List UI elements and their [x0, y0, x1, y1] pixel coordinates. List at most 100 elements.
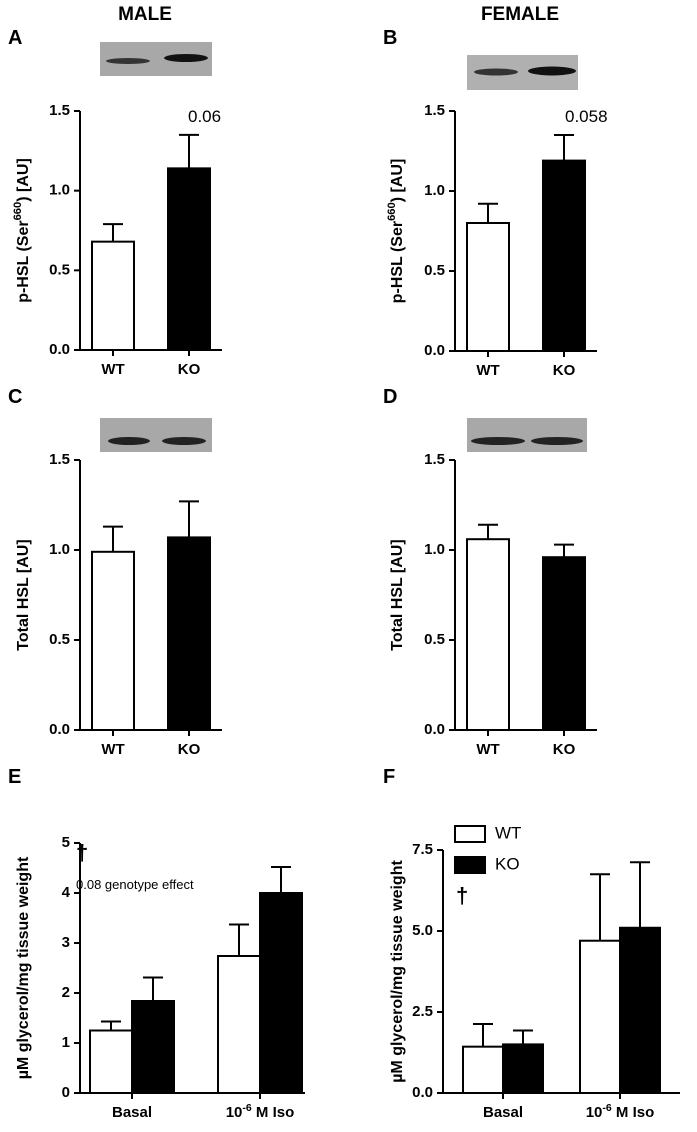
legend-swatch: [454, 856, 486, 874]
bar: [462, 1045, 504, 1094]
x-tick-label: KO: [553, 741, 576, 758]
bar: [466, 538, 510, 732]
y-tick-label: 1.5: [49, 102, 70, 119]
y-tick-label: 1.5: [424, 102, 445, 119]
y-axis-label: Total HSL [AU]: [389, 539, 406, 650]
y-axis-label-part: 660: [12, 202, 24, 221]
annotation: †: [456, 883, 468, 908]
bar: [91, 240, 135, 351]
x-tick-label: WT: [101, 741, 124, 758]
y-tick-label: 2.5: [412, 1003, 433, 1020]
y-tick-label: 1: [62, 1034, 70, 1051]
western-blot: [467, 55, 578, 90]
panel-letter: D: [383, 386, 397, 408]
bar: [167, 536, 211, 732]
bar: [89, 1029, 133, 1094]
bar: [91, 550, 135, 731]
bar: [259, 892, 303, 1094]
x-tick-label: KO: [178, 741, 201, 758]
y-axis-label: Total HSL [AU]: [15, 539, 32, 650]
y-tick-label: 3: [62, 934, 70, 951]
y-tick-label: 0.0: [49, 721, 70, 738]
y-tick-label: 0.5: [424, 262, 445, 279]
x-tick-label-part: Basal: [483, 1104, 523, 1121]
annotation: 0.06: [188, 107, 221, 126]
y-axis-label-part: p-HSL (Ser: [389, 221, 406, 303]
bar: [167, 167, 211, 351]
panel-letter: F: [383, 766, 395, 788]
bar: [542, 159, 586, 352]
x-tick-label-part: M Iso: [252, 1104, 295, 1121]
x-tick-label: 10-6 M Iso: [226, 1102, 295, 1121]
y-axis-label-part: Total HSL [AU]: [389, 539, 406, 650]
bar: [619, 926, 661, 1095]
y-axis-label: µM glycerol/mg tissue weight: [389, 860, 406, 1083]
panel-letter: E: [8, 766, 21, 788]
x-tick-label: Basal: [483, 1104, 523, 1121]
x-tick-label: WT: [476, 741, 499, 758]
y-tick-label: 0.5: [424, 631, 445, 648]
y-tick-label: 0.0: [424, 342, 445, 359]
column-title: MALE: [118, 4, 172, 25]
y-tick-label: 0.5: [49, 261, 70, 278]
legend-label: KO: [495, 854, 520, 873]
western-blot: [467, 418, 587, 452]
western-blot: [100, 42, 212, 76]
panel-letter: B: [383, 27, 397, 49]
y-tick-label: 1.0: [424, 182, 445, 199]
x-tick-label: WT: [101, 361, 124, 378]
y-tick-label: 1.0: [49, 182, 70, 199]
legend-swatch: [454, 825, 486, 843]
x-tick-label: Basal: [112, 1104, 152, 1121]
y-tick-label: 2: [62, 984, 70, 1001]
x-tick-label-part: M Iso: [612, 1104, 655, 1121]
x-tick-label: KO: [178, 361, 201, 378]
y-axis-label-part: Total HSL [AU]: [15, 539, 32, 650]
bar: [579, 939, 621, 1094]
y-tick-label: 0: [62, 1084, 70, 1101]
bar: [131, 1000, 175, 1094]
y-tick-label: 1.0: [424, 541, 445, 558]
x-tick-label-part: -6: [242, 1102, 251, 1114]
y-axis-label-part: ) [AU]: [389, 159, 406, 203]
y-axis-label-part: µM glycerol/mg tissue weight: [389, 860, 406, 1083]
y-tick-label: 0.5: [49, 631, 70, 648]
bar: [502, 1043, 544, 1095]
annotation: 0.058: [565, 107, 608, 126]
y-tick-label: 1.5: [424, 451, 445, 468]
x-tick-label: 10-6 M Iso: [586, 1102, 655, 1121]
x-tick-label-part: 10: [586, 1104, 603, 1121]
x-tick-label: KO: [553, 362, 576, 379]
column-title: FEMALE: [481, 4, 559, 25]
western-blot: [100, 418, 212, 452]
y-tick-label: 5.0: [412, 922, 433, 939]
annotation: †: [76, 840, 88, 865]
y-axis-label-part: µM glycerol/mg tissue weight: [15, 856, 32, 1079]
y-tick-label: 0.0: [412, 1084, 433, 1101]
legend-label: WT: [495, 823, 521, 842]
annotation: 0.08 genotype effect: [76, 877, 194, 892]
y-axis-label-part: ) [AU]: [15, 158, 32, 202]
y-axis-label: p-HSL (Ser660) [AU]: [12, 158, 32, 303]
panel-letter: C: [8, 386, 22, 408]
bar: [217, 955, 261, 1094]
x-tick-label-part: Basal: [112, 1104, 152, 1121]
y-tick-label: 1.0: [49, 541, 70, 558]
y-axis-label-part: 660: [386, 202, 398, 221]
x-tick-label: WT: [476, 362, 499, 379]
bar: [466, 222, 510, 352]
y-tick-label: 5: [62, 834, 70, 851]
x-tick-label-part: 10: [226, 1104, 243, 1121]
y-tick-label: 0.0: [424, 721, 445, 738]
y-axis-label-part: p-HSL (Ser: [15, 220, 32, 302]
y-axis-label: p-HSL (Ser660) [AU]: [386, 159, 406, 304]
bar: [542, 556, 586, 732]
panel-letter: A: [8, 27, 22, 49]
x-tick-label-part: -6: [602, 1102, 611, 1114]
y-tick-label: 7.5: [412, 841, 433, 858]
y-axis-label: µM glycerol/mg tissue weight: [15, 856, 32, 1079]
y-tick-label: 4: [62, 884, 71, 901]
y-tick-label: 0.0: [49, 341, 70, 358]
y-tick-label: 1.5: [49, 451, 70, 468]
